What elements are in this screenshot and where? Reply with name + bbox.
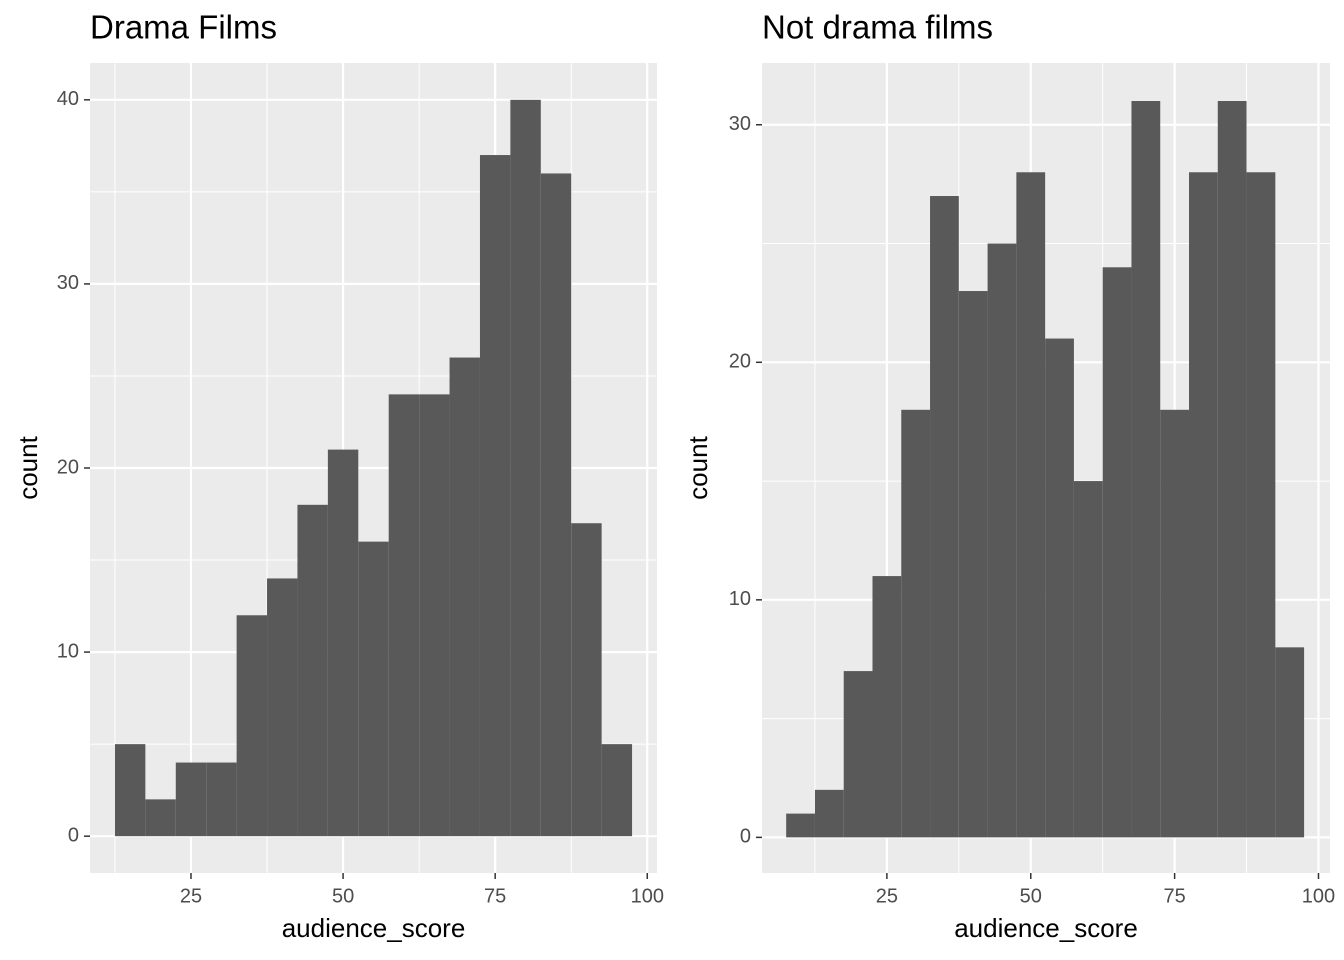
x-tick-label: 50	[1020, 885, 1042, 907]
chart-title: Not drama films	[762, 9, 993, 46]
x-tick-label: 75	[1163, 885, 1185, 907]
histogram-bar	[1016, 172, 1046, 838]
histogram-bar	[540, 173, 572, 837]
histogram-bar	[175, 762, 207, 837]
histogram-bar	[1217, 101, 1247, 838]
histogram-bar	[930, 196, 959, 838]
x-tick-label: 75	[484, 885, 506, 907]
histogram-bar	[843, 671, 873, 838]
x-axis-label: audience_score	[282, 913, 466, 943]
histogram-bar	[358, 541, 389, 837]
histogram-bar	[1045, 338, 1074, 838]
x-tick-label: 100	[1302, 885, 1335, 907]
histogram-bar	[601, 744, 633, 837]
histogram-bar	[1131, 101, 1161, 838]
histogram-bar	[297, 504, 328, 837]
histogram-bar	[987, 243, 1017, 838]
histogram-bar	[1275, 647, 1305, 838]
y-axis-label: count	[13, 435, 43, 499]
x-tick-label: 50	[332, 885, 354, 907]
x-tick-label: 25	[180, 885, 202, 907]
histogram-bar	[1189, 172, 1218, 838]
y-tick-label: 40	[57, 88, 79, 110]
y-tick-label: 10	[57, 640, 79, 662]
histogram-bar	[388, 394, 420, 837]
y-tick-label: 30	[729, 113, 751, 135]
y-tick-label: 0	[740, 826, 751, 848]
histogram-bar	[1102, 267, 1132, 838]
histogram-bar	[958, 291, 988, 838]
histogram-bar	[419, 394, 450, 837]
y-tick-label: 10	[729, 588, 751, 610]
histogram-bar	[327, 449, 359, 837]
chart-title: Drama Films	[90, 9, 277, 46]
y-tick-label: 20	[729, 351, 751, 373]
y-tick-label: 20	[57, 456, 79, 478]
histogram-bar	[145, 799, 176, 837]
x-axis-label: audience_score	[954, 913, 1138, 943]
histogram-bar	[449, 357, 480, 837]
histogram-bar	[236, 615, 268, 837]
histogram-bar	[1160, 409, 1190, 838]
y-tick-label: 30	[57, 272, 79, 294]
histogram-bar	[814, 789, 844, 838]
histogram-bar	[479, 155, 511, 837]
y-axis-label: count	[683, 435, 713, 499]
histogram-bar	[1246, 172, 1276, 838]
histogram-bar	[114, 744, 146, 837]
x-tick-label: 25	[876, 885, 898, 907]
histogram-bar	[1073, 481, 1103, 838]
histogram-bar	[267, 578, 298, 837]
histogram-bar	[872, 576, 902, 838]
histogram-bar	[901, 409, 931, 838]
histogram-bar	[786, 813, 815, 838]
x-tick-label: 100	[631, 885, 664, 907]
y-tick-label: 0	[68, 824, 79, 846]
histogram-bar	[206, 762, 237, 837]
histogram-bar	[510, 99, 541, 837]
histogram-bar	[571, 523, 602, 837]
